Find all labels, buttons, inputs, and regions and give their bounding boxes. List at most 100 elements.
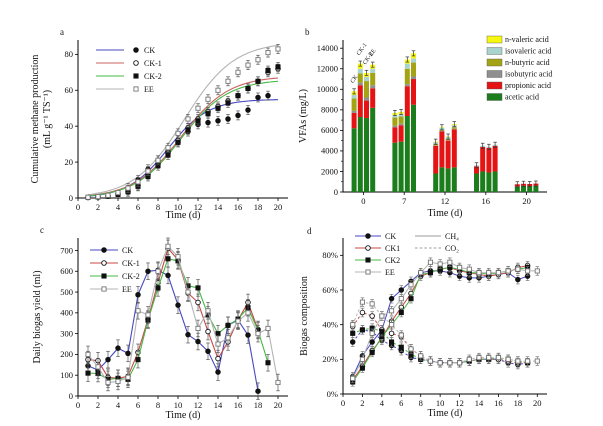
svg-text:18: 18 [254, 400, 263, 410]
svg-text:6: 6 [136, 400, 140, 410]
svg-text:0: 0 [341, 398, 345, 408]
svg-text:6: 6 [399, 398, 403, 408]
svg-text:8000: 8000 [321, 105, 338, 115]
legend-label: CK-1 [144, 59, 162, 68]
y-axis-title: VFAs (mg/L) [298, 89, 309, 143]
svg-text:80%: 80% [322, 250, 338, 260]
svg-text:14: 14 [214, 202, 223, 212]
series-EE [85, 44, 281, 200]
svg-text:0: 0 [361, 196, 365, 206]
legend-label: CK-2 [144, 72, 162, 81]
svg-text:6000: 6000 [321, 125, 338, 135]
bar-top-label: EE [368, 48, 377, 58]
svg-text:18: 18 [254, 202, 263, 212]
legend-label: EE [122, 285, 132, 294]
legend-label: CK1 [385, 244, 400, 253]
legend-label: CK [122, 246, 133, 255]
legend-label: EE [144, 85, 154, 94]
svg-text:0: 0 [334, 187, 338, 197]
legend-label: CK2 [385, 256, 400, 265]
legend-panel-c: CK CK-1 CK-2 EE [90, 246, 140, 294]
axes: 0 2 4 6 8 10 12 14 16 18 20 0% 20% 40% 60% 80% [322, 238, 547, 408]
svg-text:6: 6 [136, 202, 140, 212]
panel-letter: b [305, 27, 310, 37]
svg-text:4000: 4000 [321, 146, 338, 156]
axes: 0 2 4 6 8 10 12 14 16 18 20 0 20 40 60 80 [65, 40, 288, 212]
svg-text:14000: 14000 [317, 43, 338, 53]
svg-text:4: 4 [116, 202, 121, 212]
svg-text:700: 700 [60, 245, 73, 255]
legend-panel-d: CK CK1 CK2 EE CH₄ CO₂ [355, 232, 459, 277]
series-CK-2 [85, 250, 271, 389]
svg-text:16: 16 [482, 196, 491, 206]
svg-text:20: 20 [65, 157, 74, 167]
svg-text:400: 400 [60, 308, 73, 318]
svg-text:10: 10 [174, 400, 183, 410]
panel-d-biogas-composition-chart: 0 2 4 6 8 10 12 14 16 18 20 0% 20% 40% 60% 80% Time (d) B… [299, 226, 547, 419]
legend-label: isovaleric acid [505, 47, 551, 56]
svg-text:4: 4 [380, 398, 385, 408]
y-axis-title: Cumulative methane production [30, 55, 41, 184]
svg-text:20: 20 [533, 398, 542, 408]
legend-label: n-butyric acid [505, 58, 550, 67]
legend-label: isobutyric acid [505, 70, 552, 79]
legend-label: CK [385, 232, 396, 241]
svg-text:14: 14 [214, 400, 223, 410]
svg-text:100: 100 [60, 370, 73, 380]
svg-text:2: 2 [96, 400, 100, 410]
x-axis-title: Time (d) [428, 208, 463, 219]
bar-top-label: CK [350, 74, 360, 85]
legend-label: CK-1 [122, 259, 140, 268]
legend-label: CK-2 [122, 272, 140, 281]
svg-text:20%: 20% [322, 354, 338, 364]
legend-label: propionic acid [505, 81, 551, 90]
legend-label: CK [144, 46, 155, 55]
legend-panel-a: CK CK-1 CK-2 EE [96, 46, 162, 94]
panel-letter: d [307, 226, 312, 236]
svg-text:10000: 10000 [317, 84, 338, 94]
fit-curves [87, 44, 279, 197]
svg-text:8: 8 [419, 398, 423, 408]
svg-text:8: 8 [156, 202, 160, 212]
svg-text:16: 16 [234, 400, 243, 410]
x-axis-title: Time (d) [166, 410, 201, 421]
svg-text:40%: 40% [322, 319, 338, 329]
y-axis-title: (mL g⁻¹ TS⁻¹) [42, 90, 53, 148]
svg-text:14: 14 [475, 398, 484, 408]
svg-text:12: 12 [441, 196, 450, 206]
svg-text:10: 10 [436, 398, 445, 408]
svg-text:0%: 0% [327, 389, 338, 399]
y-axis-title: Biogas composition [299, 276, 310, 356]
y-axis-title: Daily biogas yield (ml) [32, 270, 43, 363]
svg-text:200: 200 [60, 349, 73, 359]
svg-text:40: 40 [65, 121, 74, 131]
svg-text:8: 8 [156, 400, 160, 410]
svg-text:500: 500 [60, 287, 73, 297]
series-EE [350, 257, 540, 384]
panel-a-cumulative-methane-chart: 0 2 4 6 8 10 12 14 16 18 20 0 20 40 60 80 Time (d) Cumula… [30, 27, 288, 221]
panel-letter: c [40, 225, 44, 235]
svg-text:10: 10 [174, 202, 183, 212]
panel-letter: a [60, 27, 64, 37]
svg-text:20: 20 [274, 400, 283, 410]
svg-text:0: 0 [76, 400, 80, 410]
legend-label: CH₄ [445, 232, 459, 241]
x-axis-title: Time (d) [166, 210, 201, 221]
svg-text:600: 600 [60, 266, 73, 276]
svg-text:7: 7 [402, 196, 406, 206]
legend-label: EE [385, 268, 395, 277]
svg-text:16: 16 [234, 202, 243, 212]
series-EE [85, 237, 281, 392]
series-CK-1 [85, 239, 261, 387]
axes: 0 2000 4000 6000 8000 10000 12000 14000 [317, 40, 547, 197]
svg-text:12: 12 [455, 398, 464, 408]
svg-text:12000: 12000 [317, 64, 338, 74]
svg-text:60: 60 [65, 85, 74, 95]
svg-text:0: 0 [76, 202, 80, 212]
legend-label: acetic acid [505, 93, 539, 102]
svg-text:2000: 2000 [321, 166, 338, 176]
svg-text:0: 0 [69, 193, 73, 203]
